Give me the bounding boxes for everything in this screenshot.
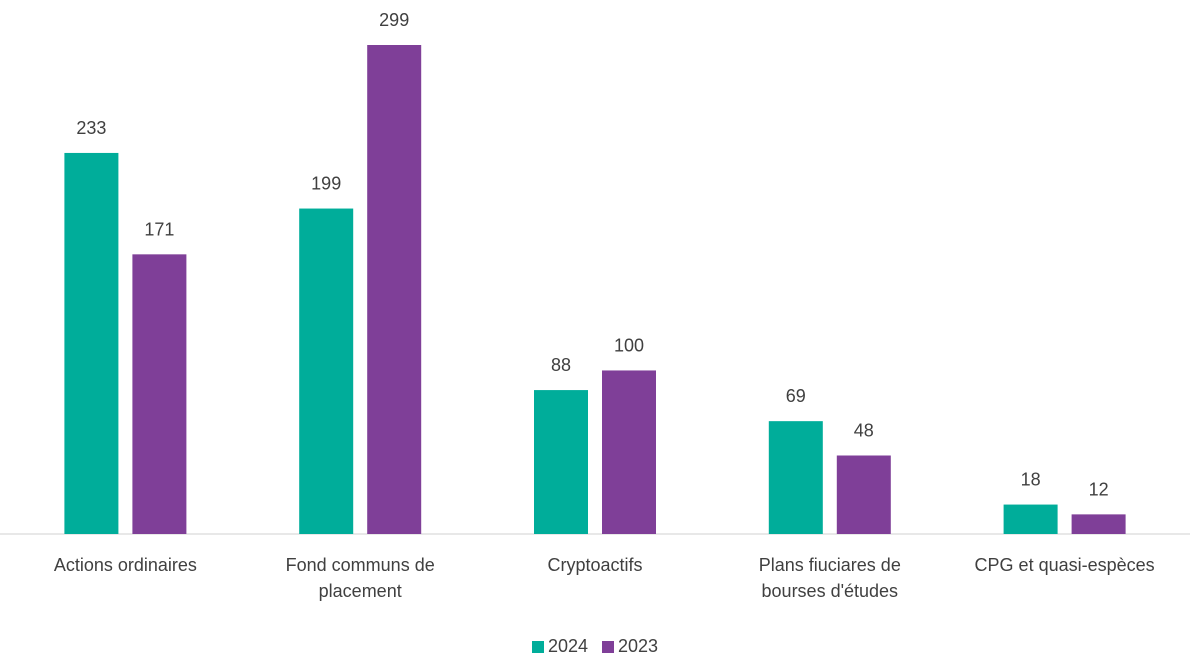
data-label: 199 [311,174,341,194]
data-label: 233 [76,118,106,138]
legend: 2024 2023 [0,636,1190,657]
bar [1003,504,1058,534]
legend-swatch [531,640,544,653]
x-tick-label: Fond communs de placement [285,555,435,601]
legend-swatch [602,640,614,653]
bar [132,254,187,534]
data-label: 299 [379,10,409,30]
bar [602,370,656,534]
x-tick-label: Cryptoactifs [547,555,643,575]
legend-item: 2024 [531,636,588,657]
bar [367,45,422,534]
bar [1071,514,1126,534]
data-label: 88 [551,355,571,375]
legend-item: 2023 [602,636,658,657]
x-tick-label: Actions ordinaires [53,555,197,575]
x-tick-label: CPG et quasi-espèces [974,555,1155,575]
x-tick-label: Plans fiuciares de bourses d'études [758,555,901,601]
data-label: 12 [1089,479,1109,499]
legend-label: 2023 [618,636,659,656]
bar [299,208,354,534]
bar [534,390,588,534]
bar [64,152,119,534]
data-label: 100 [614,335,644,355]
bar [836,455,891,534]
data-label: 171 [144,219,174,239]
data-label: 18 [1021,470,1041,490]
legend-label: 2024 [547,636,588,656]
data-label: 48 [854,420,874,440]
bar [768,421,823,534]
data-label: 69 [786,386,806,406]
